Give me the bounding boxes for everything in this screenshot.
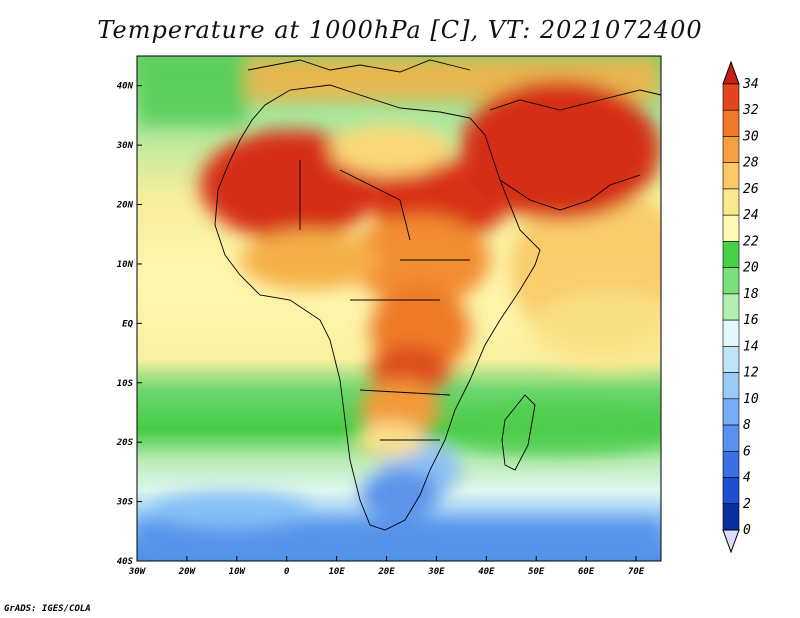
colorbar-label: 8 [743,418,751,433]
colorbar-label: 12 [743,366,759,381]
colorbar-label: 6 [743,444,751,459]
lat-tick-label: 20S [116,438,134,448]
colorbar-label: 0 [743,523,751,538]
colorbar-band [722,450,740,478]
lon-tick-label: 60E [578,567,595,577]
colorbar-band [722,346,740,373]
lat-tick-label: 10N [117,260,134,270]
lat-tick-label: 30N [116,141,134,151]
colorbar-band [722,424,740,452]
colorbar-band [722,241,740,268]
colorbar-label: 20 [743,261,759,276]
lat-tick-label: 20N [116,201,134,211]
colorbar-label: 10 [743,392,759,407]
colorbar-band [722,398,740,426]
colorbar-label: 34 [742,77,759,92]
lon-tick-label: 30W [128,567,147,577]
colorbar-band [722,372,740,400]
map-frame [136,55,662,562]
colorbar-label: 2 [743,497,751,512]
colorbar-band [722,109,740,137]
lat-tick-label: 40S [117,557,134,567]
colorbar-max-triangle [722,60,740,85]
lat-tick-label: 40N [117,82,134,92]
lon-tick-label: 10W [229,567,247,577]
colorbar-band [722,267,740,295]
colorbar-label: 24 [743,208,759,223]
colorbar-band [722,214,740,242]
colorbar-band [722,188,740,216]
lon-tick-label: 30E [427,567,445,577]
axis-ticks: 30W 20W 10W 0 10E 20E 30E 40E 50E 60E 70E 40S 30S 20S… [116,82,645,577]
colorbar-band [722,477,740,505]
lat-tick-label: 30S [116,498,134,508]
colorbar-band [722,503,740,531]
lat-tick-label: 10S [117,379,134,389]
colorbar-label: 4 [743,471,751,486]
colorbar-label: 14 [743,339,759,354]
colorbar-label: 26 [743,182,759,197]
lon-tick-label: 10E [328,567,345,577]
colorbar-min-triangle [722,529,740,554]
lon-tick-label: 20W [178,567,197,577]
coastlines [214,59,661,531]
lon-tick-label: 0 [284,567,290,577]
colorbar-band [722,293,740,321]
colorbar-label: 18 [743,287,759,302]
lon-tick-label: 70E [628,567,645,577]
lon-tick-label: 40E [478,567,495,577]
colorbar-label: 22 [743,234,759,249]
colorbar-label: 30 [742,129,759,144]
lon-tick-label: 20E [377,567,395,577]
colorbar-band [722,136,740,164]
colorbar-label: 32 [742,103,759,118]
colorbar-band [722,319,740,347]
colorbar-band [722,83,740,111]
lon-tick-label: 50E [528,567,545,577]
temperature-field [137,56,661,561]
colorbar-label: 28 [743,156,759,171]
chart-title: Temperature at 1000hPa [C], VT: 20210724… [97,16,703,44]
grads-credit: GrADS: IGES/COLA [4,604,91,614]
lat-tick-label: EQ [122,319,133,329]
colorbar-band [722,162,740,190]
colorbar-label: 16 [743,313,759,328]
